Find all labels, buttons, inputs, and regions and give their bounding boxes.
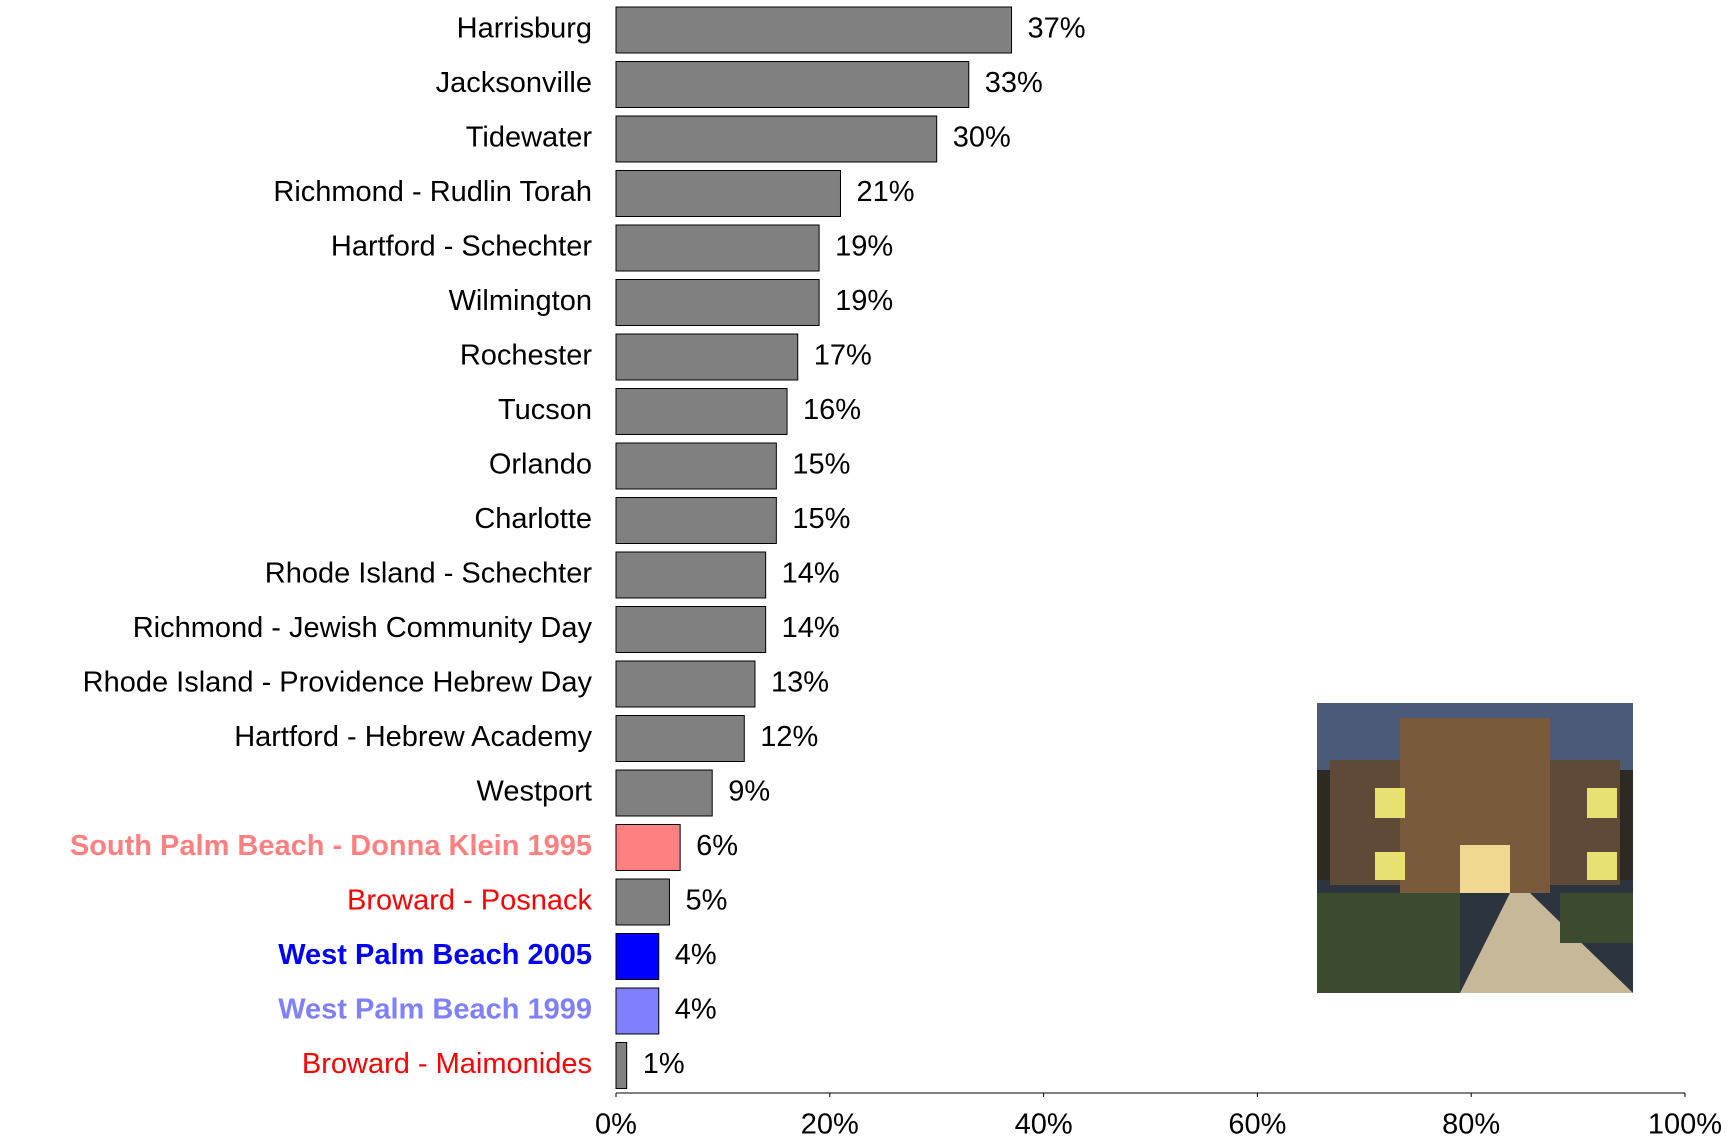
bar (616, 334, 798, 380)
value-label: 30% (953, 122, 1011, 154)
chart: Harrisburg 37% Jacksonville 33% Tidewater 30%… (0, 0, 1731, 1137)
x-tick-label: 0% (595, 1109, 637, 1137)
x-tick-label: 80% (1442, 1109, 1500, 1137)
y-tick-label: Richmond - Jewish Community Day (133, 612, 593, 644)
x-tick-label: 40% (1015, 1109, 1073, 1137)
y-tick-label: Richmond - Rudlin Torah (273, 176, 592, 208)
y-tick-label: Tucson (498, 394, 592, 426)
y-tick-label: Tidewater (466, 122, 593, 154)
y-tick-label: Rhode Island - Schechter (265, 558, 593, 590)
bar (616, 770, 712, 816)
x-tick-label: 20% (801, 1109, 859, 1137)
bar (616, 552, 766, 598)
value-label: 15% (792, 449, 850, 481)
bar (616, 498, 776, 544)
bar (616, 62, 969, 108)
value-label: 19% (835, 231, 893, 263)
value-label: 37% (1028, 13, 1086, 45)
value-label: 5% (685, 885, 727, 917)
value-label: 9% (728, 776, 770, 808)
bar (616, 389, 787, 435)
bar (616, 825, 680, 871)
value-label: 33% (985, 67, 1043, 99)
y-tick-label: West Palm Beach 2005 (278, 939, 592, 971)
y-tick-label: Rhode Island - Providence Hebrew Day (83, 667, 593, 699)
value-label: 1% (643, 1048, 685, 1080)
value-label: 14% (782, 558, 840, 590)
value-label: 13% (771, 667, 829, 699)
bar (616, 171, 840, 217)
bar (616, 879, 669, 925)
bar (616, 607, 766, 653)
bar (616, 7, 1012, 53)
x-tick-label: 60% (1228, 1109, 1286, 1137)
y-tick-label: Broward - Maimonides (302, 1048, 592, 1080)
value-label: 4% (675, 994, 717, 1026)
bar (616, 280, 819, 326)
y-tick-label: Wilmington (449, 285, 592, 317)
y-tick-label: South Palm Beach - Donna Klein 1995 (70, 830, 592, 862)
value-label: 6% (696, 830, 738, 862)
bar (616, 934, 659, 980)
value-label: 14% (782, 612, 840, 644)
y-tick-label: West Palm Beach 1999 (278, 994, 592, 1026)
bar (616, 716, 744, 762)
y-tick-label: Broward - Posnack (347, 885, 592, 917)
x-tick-label: 100% (1648, 1109, 1722, 1137)
value-label: 15% (792, 503, 850, 535)
y-tick-label: Jacksonville (436, 67, 592, 99)
bar (616, 661, 755, 707)
y-tick-label: Charlotte (474, 503, 592, 535)
photo (1317, 703, 1633, 993)
y-tick-label: Hartford - Hebrew Academy (234, 721, 592, 753)
value-label: 4% (675, 939, 717, 971)
y-tick-label: Westport (476, 776, 592, 808)
value-label: 21% (856, 176, 914, 208)
value-label: 16% (803, 394, 861, 426)
bar (616, 225, 819, 271)
y-tick-label: Harrisburg (457, 13, 592, 45)
bar (616, 1043, 627, 1089)
bar (616, 988, 659, 1034)
bar (616, 443, 776, 489)
y-tick-label: Rochester (460, 340, 593, 372)
y-tick-label: Orlando (489, 449, 592, 481)
value-label: 17% (814, 340, 872, 372)
value-label: 12% (760, 721, 818, 753)
value-label: 19% (835, 285, 893, 317)
y-tick-label: Hartford - Schechter (331, 231, 592, 263)
bar (616, 116, 937, 162)
